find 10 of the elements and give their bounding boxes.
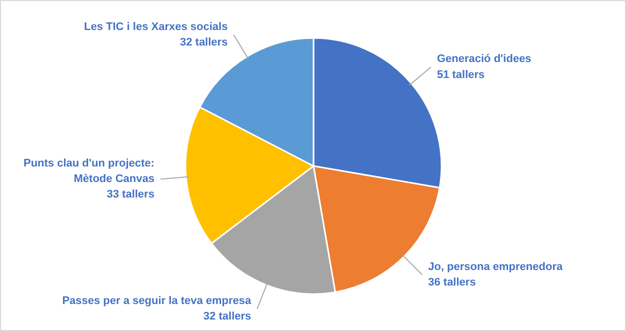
slice-label: Jo, persona emprenedora	[428, 260, 564, 273]
data-label: 32 tallers	[203, 310, 252, 323]
data-label: 51 tallers	[436, 68, 485, 81]
slice-label: Passes per a seguir la teva empresa	[62, 295, 252, 308]
data-label: 36 tallers	[428, 276, 476, 288]
slice-label: Les TIC i les Xarxes socials	[84, 20, 228, 33]
slice-label: Punts clau d'un projecte: Mètode Canvas	[23, 157, 154, 186]
slice-label: Generació d'idees	[436, 53, 532, 66]
data-label: 33 tallers	[106, 188, 154, 201]
data-label: 32 tallers	[180, 36, 228, 49]
